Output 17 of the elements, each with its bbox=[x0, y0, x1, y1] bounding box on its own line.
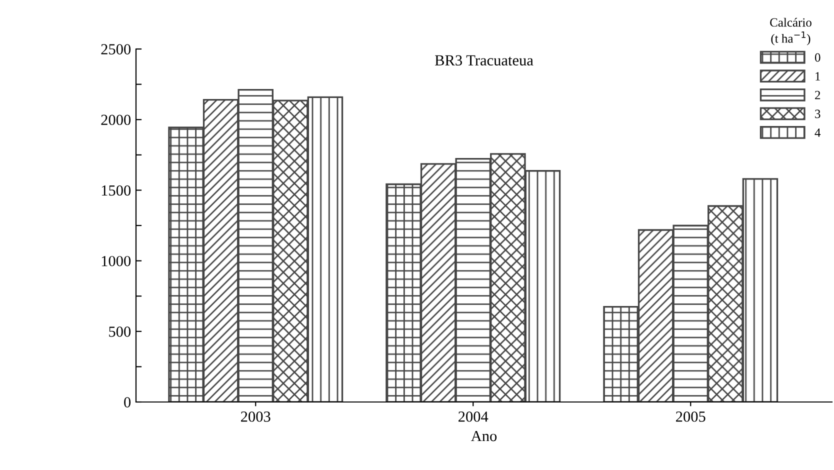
legend-title: Calcário (t ha$^{−1}$) bbox=[770, 18, 812, 46]
x-axis-title: Ano bbox=[470, 430, 497, 442]
legend-label: 2 bbox=[815, 90, 820, 100]
y-tick-label: 500 bbox=[109, 326, 131, 337]
chart-title: BR3 Tracuateua bbox=[434, 55, 534, 66]
y-tick-label: 1500 bbox=[102, 185, 131, 196]
x-tick-label: 2004 bbox=[458, 411, 488, 422]
legend-label: 3 bbox=[815, 110, 820, 118]
legend-label: 0 bbox=[814, 53, 820, 62]
legend-label: 1 bbox=[816, 72, 820, 80]
y-tick-label: 1000 bbox=[102, 256, 131, 266]
y-tick-label: 0 bbox=[124, 397, 131, 408]
y-tick-label: 2000 bbox=[101, 114, 131, 126]
x-tick-label: 2005 bbox=[676, 411, 706, 422]
y-tick-label: 2500 bbox=[101, 44, 131, 54]
legend-label: 4 bbox=[814, 128, 821, 137]
x-tick-label: 2003 bbox=[241, 411, 270, 422]
